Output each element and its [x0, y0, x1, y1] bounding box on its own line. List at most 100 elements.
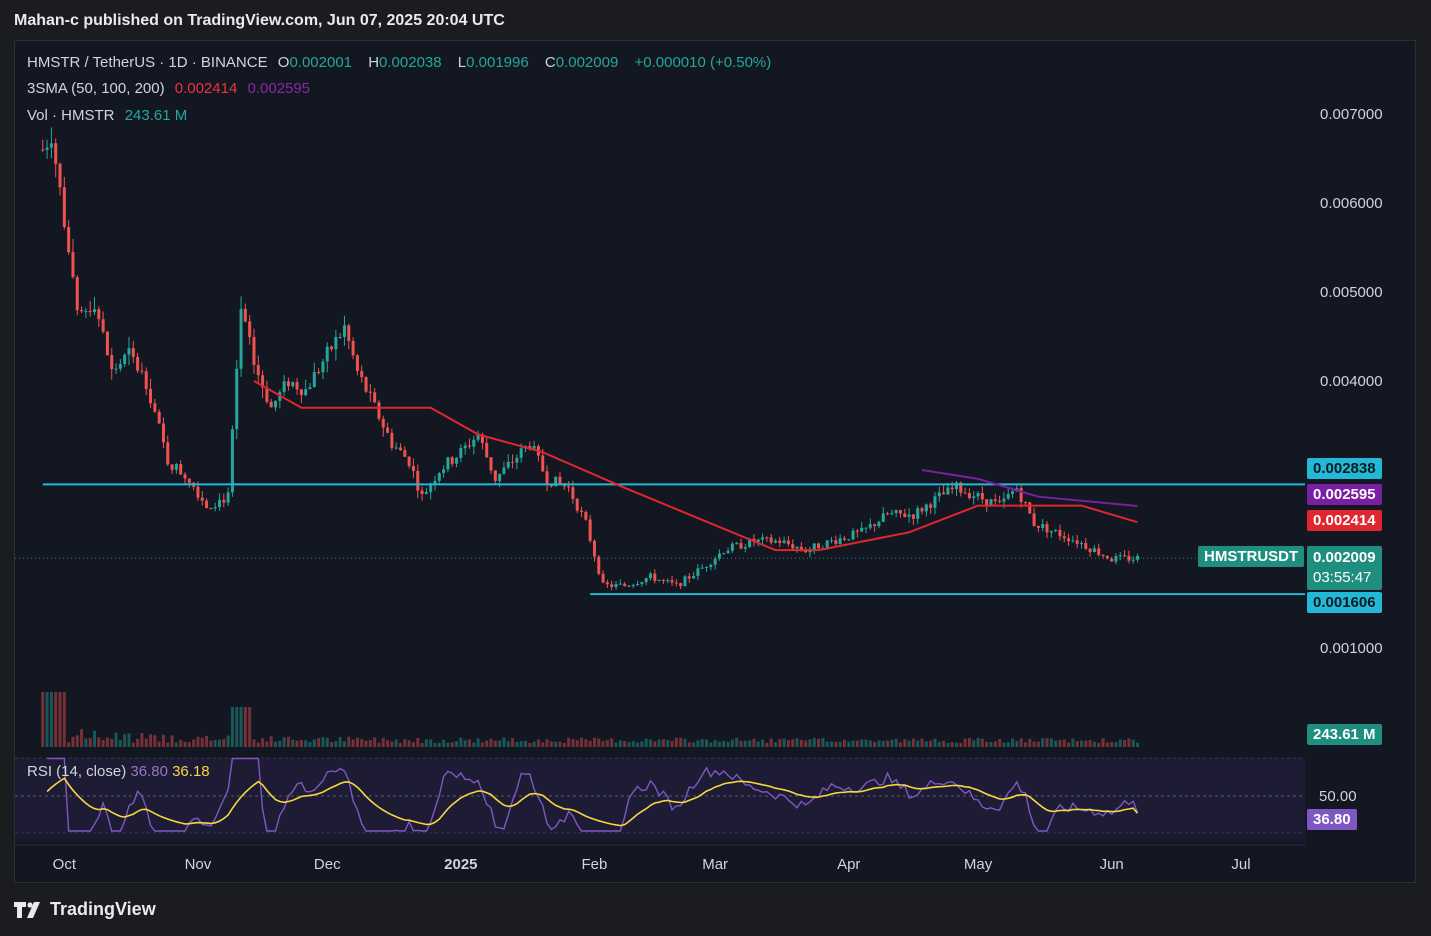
candle-body — [114, 368, 118, 370]
close-value: 0.002009 — [555, 54, 619, 71]
chart-panel[interactable]: 0.007000 0.006000 0.005000 0.004000 0.001000… — [14, 40, 1416, 883]
candle-body — [88, 310, 92, 313]
volume-bar — [1123, 739, 1127, 747]
rsi-legend[interactable]: RSI (14, close) 36.80 36.18 — [27, 763, 210, 780]
candle-body — [929, 504, 933, 508]
candle-body — [45, 147, 49, 150]
tradingview-logo[interactable]: TradingView — [14, 899, 156, 920]
candle-body — [179, 464, 183, 475]
candle-body — [437, 473, 441, 481]
candle-body — [817, 543, 821, 549]
volume-bar — [722, 740, 726, 747]
candle-body — [62, 187, 66, 227]
candle-body — [631, 585, 635, 587]
candle-body — [485, 442, 489, 458]
open-label: O — [277, 54, 290, 71]
candle-body — [381, 418, 385, 428]
candle-body — [696, 568, 700, 576]
candle-body — [1054, 529, 1058, 531]
rsi-ma-line — [46, 777, 1139, 827]
symbol-name[interactable]: HMSTR / TetherUS · 1D · BINANCE — [27, 54, 268, 71]
volume-bar — [153, 735, 157, 747]
candle-body — [317, 371, 321, 373]
volume-bar — [717, 741, 721, 747]
candle-body — [252, 337, 256, 366]
time-tick-label: Apr — [837, 856, 860, 873]
volume-bar — [1084, 740, 1088, 747]
rsi-level-label: 50.00 — [1319, 788, 1357, 805]
volume-bar — [756, 741, 760, 747]
volume-bar — [105, 737, 109, 747]
candle-body — [886, 513, 890, 515]
volume-bar — [424, 739, 428, 747]
chart-canvas[interactable]: 0.007000 0.006000 0.005000 0.004000 0.001000… — [15, 41, 1415, 882]
candle-body — [170, 464, 174, 470]
volume-bar — [347, 736, 351, 747]
rsi-ma-value: 36.18 — [172, 763, 210, 780]
volume-bar — [705, 739, 709, 747]
candle-body — [334, 336, 338, 350]
candle-body — [127, 348, 131, 355]
candle-body — [955, 482, 958, 490]
bar-countdown: 03:55:47 — [1313, 569, 1372, 586]
volume-bar — [955, 742, 958, 747]
candle-body — [1011, 491, 1015, 495]
volume-bar — [325, 737, 329, 747]
rsi-value: 36.80 — [130, 763, 168, 780]
candle-body — [860, 527, 864, 532]
volume-bar — [976, 738, 980, 747]
volume-bar — [127, 733, 131, 747]
volume-bar — [1092, 741, 1096, 747]
volume-bar — [1058, 739, 1062, 747]
volume-bar — [502, 737, 506, 747]
sma-legend[interactable]: 3SMA (50, 100, 200) 0.002414 0.002595 — [27, 80, 316, 97]
volume-bar — [304, 740, 308, 747]
volume-bar — [765, 742, 769, 747]
candle-body — [890, 512, 894, 515]
volume-bar — [817, 738, 821, 747]
candle-body — [49, 143, 53, 148]
candle-body — [351, 340, 355, 356]
candle-body — [942, 492, 946, 495]
volume-legend[interactable]: Vol · HMSTR 243.61 M — [27, 107, 193, 124]
candle-body — [877, 521, 881, 527]
candle-body — [1127, 555, 1131, 561]
candle-body — [450, 457, 454, 464]
candle-body — [661, 579, 665, 581]
candle-body — [838, 538, 842, 544]
volume-bar — [196, 736, 200, 747]
volume-bar — [605, 739, 609, 747]
candle-body — [950, 487, 954, 490]
volume-bar — [459, 737, 463, 747]
candle-body — [847, 539, 851, 541]
candle-body — [386, 427, 390, 433]
candle-body — [446, 457, 450, 470]
volume-bar — [821, 738, 825, 747]
candle-body — [1062, 536, 1066, 539]
candle-body — [851, 530, 855, 540]
volume-bar — [580, 737, 584, 747]
volume-bar — [437, 742, 441, 747]
candle-body — [368, 391, 372, 393]
candle-body — [338, 336, 342, 338]
sma100-line — [921, 469, 1138, 507]
candle-body — [420, 490, 424, 494]
candle-body — [1131, 559, 1135, 561]
candle-body — [597, 556, 601, 574]
candle-body — [972, 496, 976, 499]
candle-body — [980, 492, 984, 500]
volume-bar — [730, 739, 734, 747]
volume-bar — [597, 738, 601, 747]
candle-body — [196, 486, 200, 498]
volume-bar — [187, 742, 191, 747]
volume-bar — [898, 742, 902, 747]
candle-body — [1097, 548, 1101, 555]
volume-bar — [575, 740, 579, 747]
high-value: 0.002038 — [379, 54, 442, 71]
volume-bar — [265, 741, 269, 747]
price-pane — [15, 41, 1305, 747]
volume-bar — [84, 738, 88, 747]
volume-bar — [183, 741, 187, 747]
volume-bar — [93, 730, 96, 747]
volume-bar — [989, 742, 993, 747]
